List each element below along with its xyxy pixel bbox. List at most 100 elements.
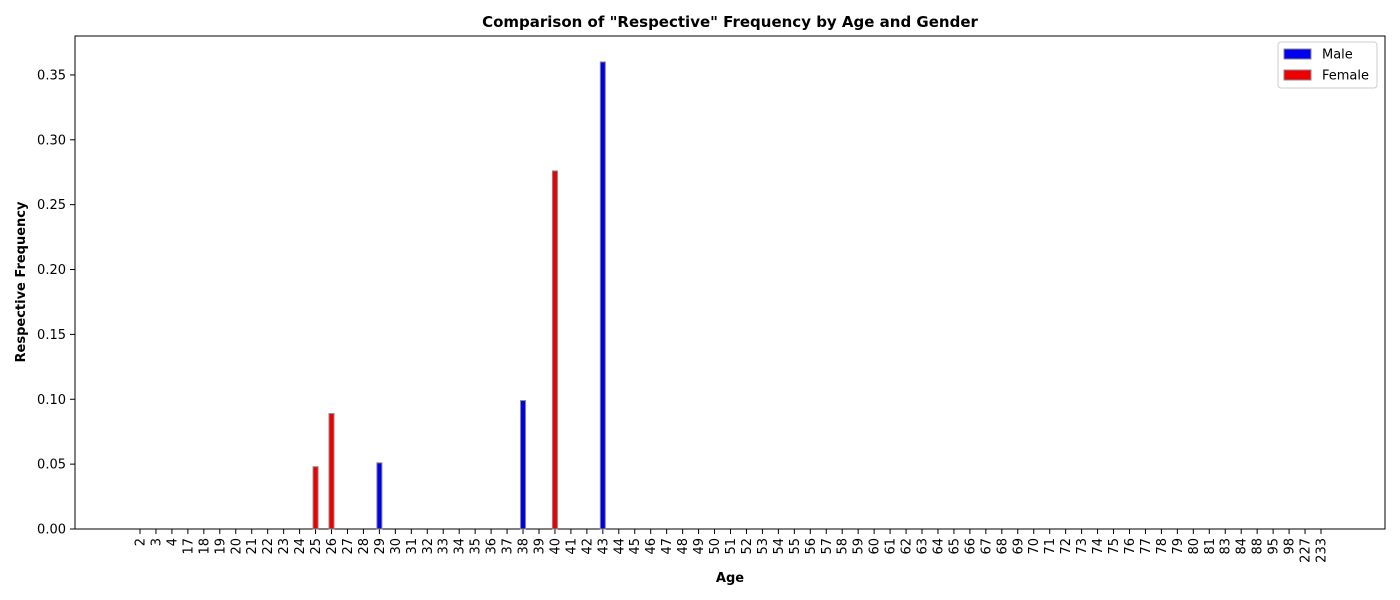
- x-tick-label: 45: [628, 538, 643, 555]
- x-tick-label: 98: [1283, 538, 1298, 555]
- y-axis: 0.00 0.05 0.10 0.15 0.20 0.25 0.30 0.35: [37, 68, 75, 538]
- x-tick-label: 57: [820, 538, 835, 555]
- x-tick-label: 49: [692, 538, 707, 555]
- bar-female-40: [551, 170, 558, 530]
- x-tick-label: 55: [788, 538, 803, 555]
- x-tick-label: 32: [421, 538, 436, 555]
- x-tick-label: 34: [453, 538, 468, 555]
- legend-swatch-female: [1283, 69, 1312, 81]
- x-tick-label: 39: [532, 538, 547, 555]
- x-tick-label: 63: [916, 538, 931, 555]
- x-tick-label: 64: [931, 538, 946, 555]
- x-tick-label: 70: [1027, 538, 1042, 555]
- x-tick-label: 53: [756, 538, 771, 555]
- x-tick-label: 79: [1171, 538, 1186, 555]
- x-tick-label: 56: [804, 538, 819, 555]
- x-tick-label: 227: [1299, 538, 1314, 563]
- x-tick-label: 26: [325, 538, 340, 555]
- x-tick-label: 74: [1091, 538, 1106, 555]
- bar-female-26: [328, 413, 335, 530]
- x-tick-label: 54: [772, 538, 787, 555]
- x-tick-label: 46: [644, 538, 659, 555]
- x-tick-label: 75: [1107, 538, 1122, 555]
- bar-male-29: [376, 462, 383, 530]
- legend-label-female: Female: [1322, 69, 1369, 84]
- x-tick-label: 48: [676, 538, 691, 555]
- x-tick-label: 76: [1123, 538, 1138, 555]
- x-tick-label: 21: [245, 538, 260, 555]
- y-tick-label: 0.10: [37, 393, 66, 408]
- x-tick-label: 58: [836, 538, 851, 555]
- x-tick-label: 233: [1315, 538, 1330, 563]
- x-tick-label: 33: [437, 538, 452, 555]
- x-tick-label: 88: [1251, 538, 1266, 555]
- x-tick-label: 72: [1059, 538, 1074, 555]
- y-tick-label: 0.25: [37, 198, 66, 213]
- legend-swatch-male: [1283, 48, 1312, 60]
- x-tick-label: 2: [134, 538, 149, 546]
- x-tick-label: 77: [1139, 538, 1154, 555]
- y-tick-label: 0.20: [37, 263, 66, 278]
- x-tick-label: 59: [852, 538, 867, 555]
- y-tick-label: 0.30: [37, 133, 66, 148]
- plot-area: [74, 35, 1386, 530]
- x-tick-label: 42: [580, 538, 595, 555]
- x-tick-label: 80: [1187, 538, 1202, 555]
- x-tick-label: 62: [900, 538, 915, 555]
- x-tick-label: 43: [596, 538, 611, 555]
- x-tick-label: 24: [293, 538, 308, 555]
- x-tick-label: 41: [564, 538, 579, 555]
- x-tick-label: 17: [181, 538, 196, 555]
- x-tick-label: 50: [708, 538, 723, 555]
- x-tick-label: 65: [947, 538, 962, 555]
- x-tick-label: 30: [389, 538, 404, 555]
- x-tick-label: 4: [165, 538, 180, 546]
- x-tick-label: 67: [979, 538, 994, 555]
- bars: [312, 61, 606, 530]
- x-tick-label: 27: [341, 538, 356, 555]
- x-tick-label: 23: [277, 538, 292, 555]
- bar-female-25: [312, 466, 319, 530]
- x-tick-label: 68: [995, 538, 1010, 555]
- x-tick-label: 61: [884, 538, 899, 555]
- x-tick-label: 40: [548, 538, 563, 555]
- x-tick-label: 73: [1075, 538, 1090, 555]
- legend-label-male: Male: [1322, 48, 1353, 63]
- x-tick-label: 19: [213, 538, 228, 555]
- x-axis-label: Age: [716, 571, 744, 586]
- x-tick-label: 3: [149, 538, 164, 546]
- y-tick-label: 0.05: [37, 458, 66, 473]
- x-tick-label: 44: [612, 538, 627, 555]
- x-tick-label: 20: [229, 538, 244, 555]
- y-tick-label: 0.35: [37, 68, 66, 83]
- bar-male-38: [520, 400, 527, 530]
- y-tick-label: 0.15: [37, 328, 66, 343]
- x-tick-label: 95: [1267, 538, 1282, 555]
- x-tick-label: 38: [517, 538, 532, 555]
- x-tick-label: 29: [373, 538, 388, 555]
- x-tick-label: 78: [1155, 538, 1170, 555]
- y-axis-label: Respective Frequency: [14, 201, 29, 362]
- x-tick-label: 60: [868, 538, 883, 555]
- x-tick-label: 81: [1203, 538, 1218, 555]
- x-tick-label: 84: [1235, 538, 1250, 555]
- x-tick-label: 37: [501, 538, 516, 555]
- x-tick-label: 83: [1219, 538, 1234, 555]
- x-tick-label: 36: [485, 538, 500, 555]
- bar-male-43: [599, 61, 606, 530]
- y-tick-label: 0.00: [37, 523, 66, 538]
- x-tick-label: 66: [963, 538, 978, 555]
- x-axis: 2 3 4 17 18 19 20 21 22 23 24 25 26 27 28 29 30 31 32 33 34 3…: [134, 529, 1330, 563]
- legend: Male Female: [1277, 41, 1378, 89]
- x-tick-label: 52: [740, 538, 755, 555]
- x-tick-label: 71: [1043, 538, 1058, 555]
- chart-title: Comparison of "Respective" Frequency by …: [482, 13, 978, 31]
- x-tick-label: 28: [357, 538, 372, 555]
- x-tick-label: 31: [405, 538, 420, 555]
- x-tick-label: 51: [724, 538, 739, 555]
- x-tick-label: 18: [197, 538, 212, 555]
- x-tick-label: 25: [309, 538, 324, 555]
- x-tick-label: 22: [261, 538, 276, 555]
- x-tick-label: 35: [469, 538, 484, 555]
